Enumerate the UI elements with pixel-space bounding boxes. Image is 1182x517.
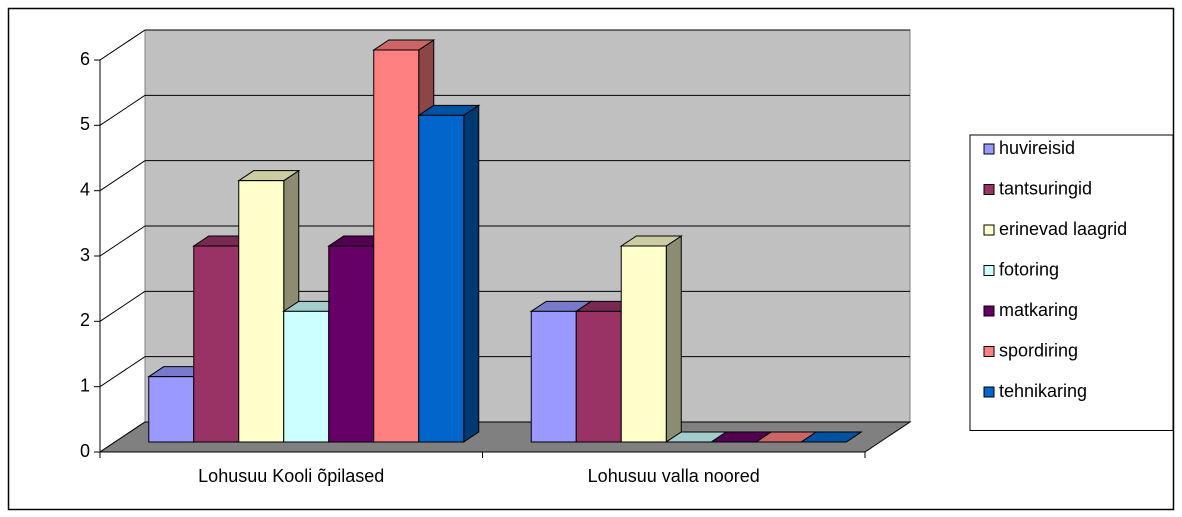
bar-side (463, 104, 480, 443)
y-tick-label: 0 (80, 441, 90, 461)
grid-line (99, 160, 146, 192)
grid-line (99, 29, 146, 61)
legend-swatch (983, 143, 995, 155)
legend-label: tehnikaring (999, 381, 1087, 401)
bar (799, 431, 863, 443)
bar-front (620, 245, 667, 443)
y-tick-label: 2 (80, 310, 90, 330)
bar (417, 104, 481, 443)
x-tick-label: Lohusuu valla noored (588, 466, 760, 486)
legend-label: tantsuringid (999, 178, 1092, 198)
y-tick-label: 4 (80, 179, 90, 199)
grid-line (99, 356, 146, 388)
legend-swatch (983, 265, 995, 276)
grid-line (99, 225, 146, 257)
legend-label: huvireisid (999, 138, 1075, 158)
grid-line (99, 94, 146, 126)
legend-label: fotoring (999, 259, 1059, 279)
legend-swatch (983, 346, 995, 357)
y-tick-label: 1 (80, 375, 90, 395)
grid-line (99, 290, 146, 322)
y-tick-label: 3 (80, 245, 90, 265)
legend-label: erinevad laagrid (999, 219, 1127, 239)
bar-front (575, 310, 622, 443)
bar-front (530, 310, 577, 443)
bar-front (373, 49, 420, 443)
y-tick-label: 6 (80, 49, 90, 69)
legend-swatch (983, 224, 995, 236)
bar-front (238, 180, 285, 443)
bar (619, 235, 683, 443)
legend-label: matkaring (999, 300, 1078, 320)
y-tick-label: 5 (80, 114, 90, 134)
bar-front (418, 114, 465, 443)
x-tick-label: Lohusuu Kooli õpilased (198, 466, 384, 486)
legend-box (969, 134, 1174, 431)
bar-front (283, 310, 330, 443)
legend-swatch (983, 184, 995, 195)
legend-swatch (983, 305, 995, 317)
bar-front (328, 245, 375, 443)
bar-front (193, 245, 240, 443)
bar-top (799, 431, 863, 443)
legend-label: spordiring (999, 340, 1078, 360)
legend-swatch (983, 386, 995, 398)
bar-front (148, 376, 195, 443)
bar-side (665, 235, 682, 443)
